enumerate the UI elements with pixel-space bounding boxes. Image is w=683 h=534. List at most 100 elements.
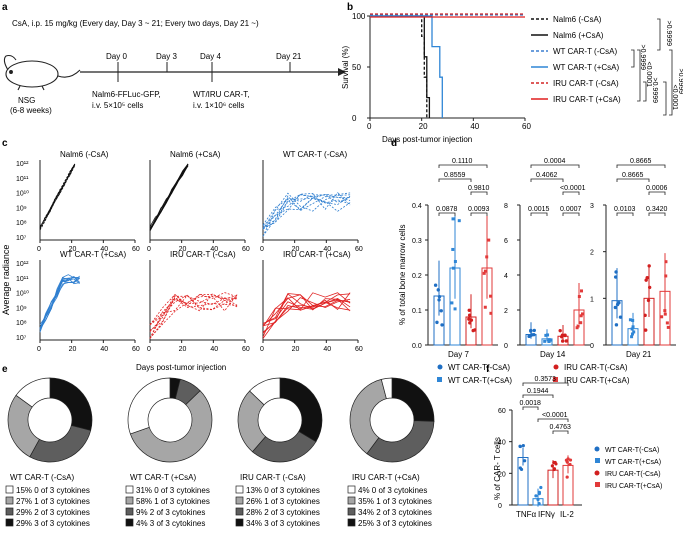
bm-point: [437, 294, 442, 299]
bm-point: [617, 300, 621, 305]
bm-point: [643, 313, 647, 318]
bm-point: [489, 311, 493, 315]
bm-point: [433, 283, 438, 287]
bm-ylabel: % of total bone marrow cells: [398, 225, 407, 326]
bm-pvalue: <0.0001: [560, 185, 586, 192]
bm-point: [489, 294, 493, 298]
donut-slice: [391, 377, 435, 422]
bm-point: [631, 318, 635, 322]
bm-pvalue: 0.0004: [544, 158, 566, 165]
cyto-point: [553, 460, 557, 465]
cyto-point: [521, 443, 525, 448]
radiance-curve: [149, 294, 238, 326]
bm-point: [471, 328, 475, 333]
radiance-x-tick-label: 40: [210, 346, 218, 353]
bm-y-tick-label: 0.0: [412, 343, 422, 350]
cyto-point: [537, 490, 542, 494]
radiance-y-tick-label: 10¹²: [16, 161, 29, 168]
bm-legend-label-0: WT CAR-T(-CsA): [448, 363, 510, 372]
survival-y-tick-label: 0: [352, 114, 357, 123]
panel-d: d % of total bone marrow cells 0.4 0.3 0.2…: [391, 138, 676, 385]
bm-point: [577, 295, 581, 299]
bm-point: [563, 333, 567, 338]
bm-day-label: Day 21: [626, 350, 652, 359]
cyto-legend-label-2: IRU CAR-T(-CsA): [605, 471, 661, 478]
bm-pvalue-bracket: [616, 178, 650, 182]
radiance-title-5: IRU CAR-T (+CsA): [283, 250, 351, 259]
bm-point: [467, 308, 471, 312]
bm-pvalue-bracket: [616, 164, 666, 168]
donut-legend-row: 9% 2 of 3 cytokines: [136, 508, 205, 517]
donut-legend-swatch: [5, 507, 14, 516]
radiance-y-tick-label: 10¹¹: [16, 176, 29, 183]
bm-legend-label-2: IRU CAR-T(-CsA): [564, 363, 628, 372]
cytokine-bar-chart: 60 40 20 0 TNFα IFNγ IL-2 0.3573 0.1944 0.0018<0.…: [498, 376, 582, 519]
survival-legend-label-4: IRU CAR-T (-CsA): [553, 79, 619, 88]
bm-point: [632, 330, 636, 334]
bm-pvalue: 0.8559: [444, 172, 466, 179]
bm-pvalue-bracket: [438, 178, 472, 182]
panel-b-letter: b: [347, 2, 353, 13]
bm-point: [467, 313, 472, 317]
cyto-y-tick-label: 0: [498, 503, 502, 510]
radiance-curve: [39, 163, 76, 228]
donut-group-name-3: IRU CAR-T (+CsA): [352, 473, 420, 482]
timeline-ticks: [117, 62, 291, 82]
timeline-day0-text-1: Nalm6-FFLuc-GFP,: [92, 90, 161, 99]
radiance-x-tick-label: 60: [355, 346, 363, 353]
radiance-x-tick-label: 60: [242, 346, 250, 353]
radiance-x-tick-label: 0: [260, 346, 264, 353]
survival-x-tick-label: 60: [522, 122, 531, 131]
bm-y-tick-label: 6: [504, 238, 508, 245]
radiance-x-tick-label: 40: [323, 246, 331, 253]
survival-pvalue: >0.9999: [677, 69, 683, 95]
cyto-y-tick-label: 60: [498, 408, 506, 415]
bm-pvalue-bracket: [470, 212, 488, 216]
bm-point: [579, 321, 583, 325]
survival-pvalue: <0.0001: [645, 62, 652, 88]
survival-legend-label-0: Nalm6 (-CsA): [553, 15, 602, 24]
bm-point: [436, 288, 440, 292]
bm-point: [451, 247, 455, 251]
radiance-curve: [39, 164, 76, 228]
radiance-curve: [262, 194, 351, 227]
cyto-point: [565, 475, 569, 479]
cyto-point: [566, 457, 570, 461]
bm-point: [439, 309, 443, 313]
donut-slice: [380, 377, 393, 400]
survival-pvalue-bracket: [631, 49, 635, 68]
radiance-curve: [262, 197, 351, 226]
bm-point: [579, 314, 583, 318]
radiance-curve: [149, 297, 238, 339]
donut-legend-swatch: [5, 485, 14, 494]
radiance-curve: [262, 194, 351, 229]
survival-pvalue-bracket: [663, 81, 667, 116]
bm-point: [453, 307, 457, 311]
radiance-curve: [149, 293, 238, 326]
survival-x-tick-label: 40: [470, 122, 479, 131]
donut-slice: [49, 377, 93, 431]
survival-xlabel: Days post-tumor injection: [382, 135, 472, 144]
cyto-point: [536, 497, 540, 502]
bm-point: [576, 324, 580, 328]
radiance-small-multiples: Nalm6 (-CsA) 0 20 40 60 10¹² 10¹¹ 10¹⁰ 10⁹ 10⁸ 10⁷…: [16, 150, 363, 353]
survival-x-tick-label: 20: [419, 122, 428, 131]
donut-slice: [366, 420, 435, 463]
survival-pvalue: >0.9999: [639, 45, 646, 71]
bm-legend-marker-1: [437, 377, 442, 382]
bm-point: [482, 271, 486, 275]
bm-legend-marker-0: [437, 364, 443, 370]
cytokine-ylabel: % of CAR- T cells: [493, 437, 502, 500]
bm-pvalue: 0.8665: [630, 158, 652, 165]
bm-y-tick-label: 0.2: [412, 273, 422, 280]
bm-y-tick-label: 0: [504, 343, 508, 350]
bm-point: [546, 333, 550, 337]
radiance-x-tick-label: 20: [179, 246, 187, 253]
bm-y-tick-label: 2: [504, 308, 508, 315]
cyto-pvalue: 0.1944: [527, 388, 549, 395]
bm-pvalue: 0.1110: [452, 158, 472, 165]
survival-pvalue: <0.0001: [671, 85, 678, 111]
donut-legend-row: 29% 3 of 3 cytokines: [16, 519, 90, 528]
radiance-curve: [39, 276, 80, 333]
